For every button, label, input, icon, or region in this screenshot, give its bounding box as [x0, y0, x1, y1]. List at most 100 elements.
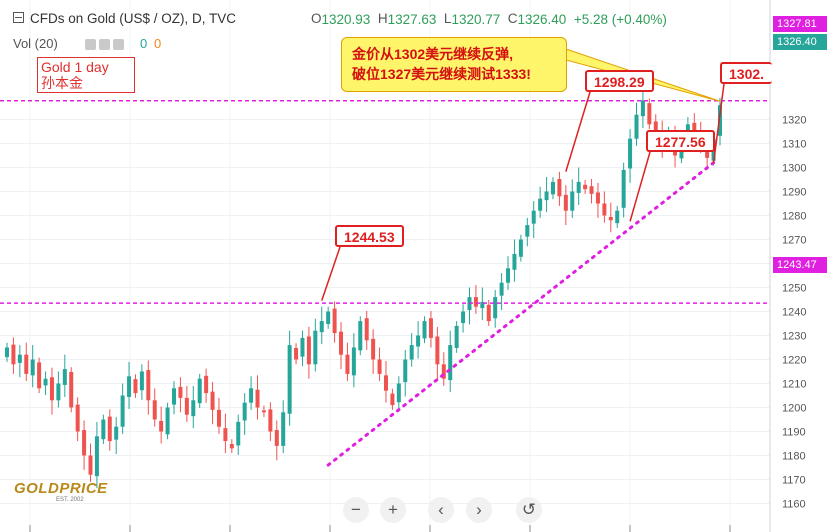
chart-note-box: Gold 1 day 孙本金: [37, 57, 135, 93]
candle-body: [583, 184, 588, 190]
candle-body: [602, 203, 607, 216]
candle-body: [24, 354, 29, 374]
candle-body: [152, 400, 157, 420]
annotation-1244: 1244.53: [335, 225, 404, 247]
candle-body: [544, 191, 549, 201]
candle-body: [127, 376, 132, 397]
candle-body: [56, 383, 61, 401]
y-tick-label: 1190: [782, 427, 806, 439]
candle-body: [692, 122, 697, 134]
candle-body: [242, 402, 247, 421]
annotation-pointer: [712, 83, 725, 163]
candle-body: [94, 436, 99, 477]
candle-body: [133, 379, 138, 394]
callout-line1: 金价从1302美元继续反弹,: [352, 46, 514, 62]
candle-body: [396, 383, 401, 403]
candle-body: [37, 362, 42, 389]
candle-body: [628, 138, 633, 169]
candle-body: [43, 378, 48, 386]
candle-body: [550, 181, 555, 195]
candle-body: [165, 407, 170, 435]
annotation-pointer: [321, 246, 341, 301]
reset-chart-icon[interactable]: ↺: [516, 497, 542, 523]
zoom-in-icon[interactable]: +: [380, 497, 406, 523]
candle-body: [538, 198, 543, 211]
candle-body: [377, 359, 382, 374]
close-value: 1326.40: [517, 11, 567, 27]
candle-body: [454, 325, 459, 348]
y-tick-label: 1300: [782, 163, 806, 175]
annotation-1298: 1298.29: [585, 70, 654, 92]
settings-icon[interactable]: [99, 39, 110, 50]
candle-body: [531, 210, 536, 224]
candle-body: [358, 321, 363, 351]
close-indicator-icon[interactable]: [113, 39, 124, 50]
candle-body: [69, 371, 74, 408]
candle-body: [390, 393, 395, 406]
candle-body: [30, 359, 35, 376]
y-tick-label: 1250: [782, 283, 806, 295]
y-tick-label: 1160: [782, 499, 806, 511]
candle-body: [422, 321, 427, 339]
y-tick-label: 1170: [782, 475, 806, 487]
candle-body: [178, 386, 183, 398]
candle-body: [101, 419, 106, 440]
volume-value-a: 0: [140, 36, 148, 51]
scroll-left-icon[interactable]: ‹: [428, 497, 454, 523]
candle-body: [255, 389, 260, 408]
y-tick-label: 1180: [782, 451, 806, 463]
candle-body: [621, 169, 626, 208]
candle-body: [634, 114, 639, 139]
volume-indicator-label[interactable]: Vol (20): [13, 36, 58, 51]
candle-body: [364, 318, 369, 341]
candle-body: [159, 420, 164, 432]
change-value: +5.28 (+0.40%): [573, 11, 667, 27]
candle-body: [339, 331, 344, 355]
candle-body: [172, 388, 177, 405]
candle-body: [191, 400, 196, 417]
candle-body: [281, 412, 286, 446]
candle-body: [435, 336, 440, 365]
annotation-pointer: [629, 151, 651, 222]
candle-body: [428, 318, 433, 338]
candle-body: [274, 430, 279, 446]
candle-body: [647, 103, 652, 125]
trend-line: [326, 161, 716, 467]
candle-body: [204, 375, 209, 394]
candle-body: [486, 304, 491, 322]
candle-body: [403, 359, 408, 383]
candle-body: [608, 216, 613, 221]
candle-body: [480, 301, 485, 309]
candle-body: [506, 268, 511, 283]
candle-body: [229, 443, 234, 449]
candle-body: [512, 253, 517, 270]
scroll-right-icon[interactable]: ›: [466, 497, 492, 523]
open-value: 1320.93: [321, 11, 371, 27]
candle-body: [351, 347, 356, 376]
candle-body: [88, 455, 93, 475]
candle-body: [261, 410, 266, 413]
candle-body: [197, 378, 202, 404]
visibility-icon[interactable]: [85, 39, 96, 50]
chart-note-line1: Gold 1 day: [41, 59, 109, 75]
annotation-1302: 1302.: [720, 62, 772, 84]
y-tick-label: 1210: [782, 379, 806, 391]
candle-body: [615, 210, 620, 224]
candle-body: [448, 345, 453, 381]
level-1327-tag: 1327.81: [773, 16, 827, 32]
candle-body: [705, 147, 710, 158]
candle-body: [249, 388, 254, 403]
symbol-title[interactable]: CFDs on Gold (US$ / OZ), D, TVC: [30, 11, 237, 26]
zoom-out-icon[interactable]: −: [343, 497, 369, 523]
candle-body: [576, 181, 581, 193]
candle-body: [499, 282, 504, 296]
low-value: 1320.77: [451, 11, 501, 27]
candle-body: [114, 426, 119, 440]
collapse-legend-icon[interactable]: [13, 12, 24, 23]
chart-header: CFDs on Gold (US$ / OZ), D, TVC O1320.93…: [0, 4, 770, 27]
candle-body: [461, 311, 466, 324]
candle-body: [306, 336, 311, 365]
candle-body: [589, 186, 594, 194]
ohlc-readout: O1320.93 H1327.63 L1320.77 C1326.40 +5.2…: [311, 11, 667, 27]
